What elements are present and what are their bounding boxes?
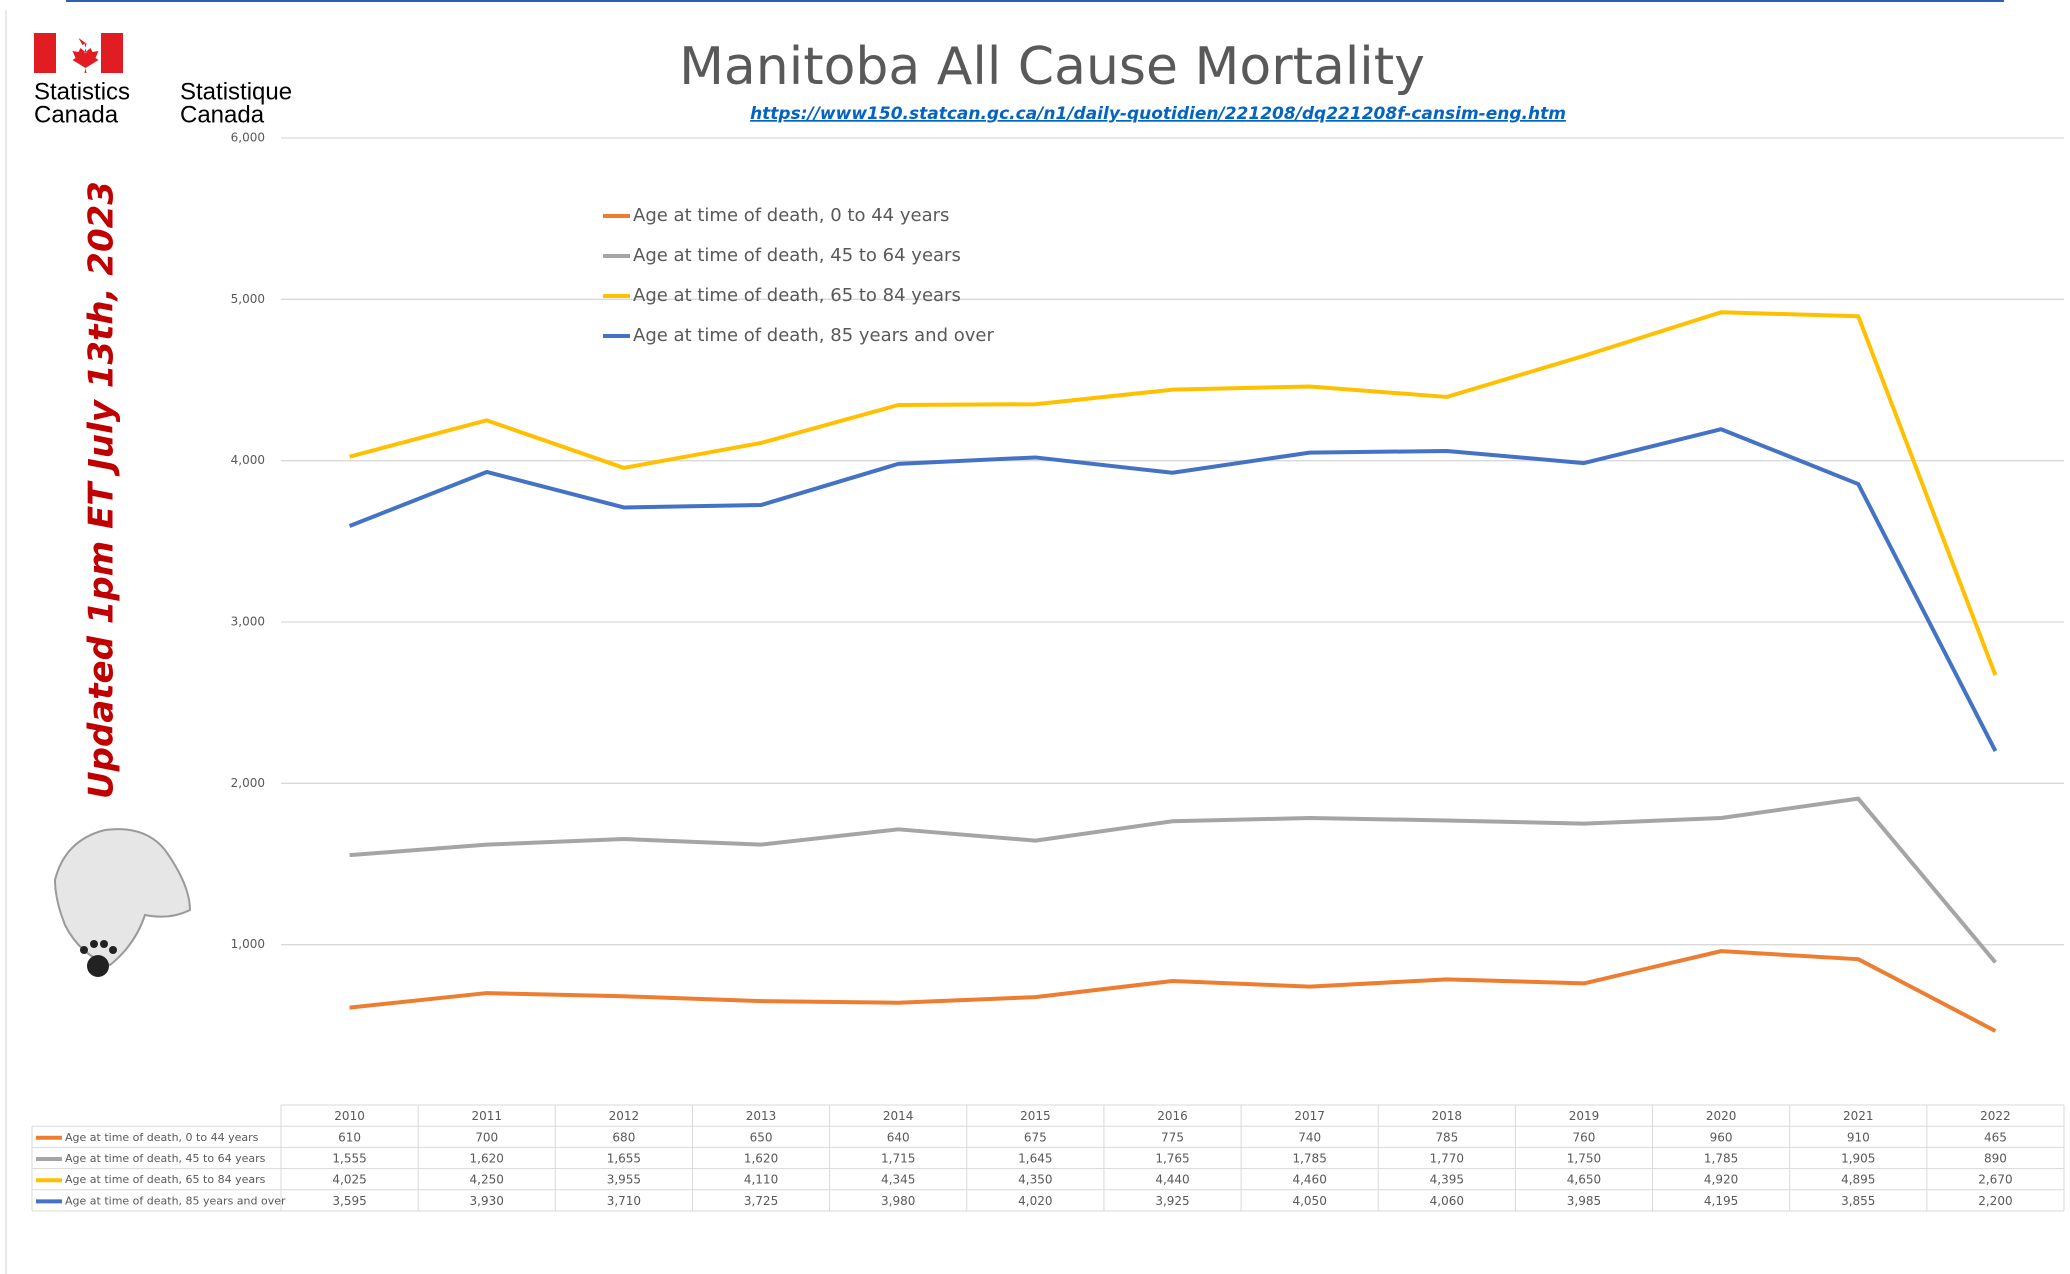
table-cell: 760 xyxy=(1573,1130,1596,1144)
legend-label: Age at time of death, 0 to 44 years xyxy=(633,205,949,226)
chart: Statistics Canada Statistique Canada Man… xyxy=(0,0,2070,1274)
table-cell: 3,725 xyxy=(744,1194,778,1208)
table-cell: 4,920 xyxy=(1704,1173,1738,1187)
source-link[interactable]: https://www150.statcan.gc.ca/n1/daily-qu… xyxy=(750,104,1566,124)
table-cell: 2,200 xyxy=(1978,1194,2012,1208)
y-tick-label: 4,000 xyxy=(231,453,265,467)
table-cell: 1,750 xyxy=(1567,1152,1601,1166)
table-row-label: Age at time of death, 85 years and over xyxy=(65,1194,286,1207)
table-cell: 3,985 xyxy=(1567,1194,1601,1208)
table-cell: 4,060 xyxy=(1430,1194,1464,1208)
x-tick-label: 2017 xyxy=(1294,1109,1325,1123)
y-tick-label: 3,000 xyxy=(231,615,265,629)
background xyxy=(0,0,2070,1274)
x-tick-label: 2013 xyxy=(746,1109,777,1123)
x-tick-label: 2019 xyxy=(1569,1109,1600,1123)
table-cell: 610 xyxy=(338,1130,361,1144)
table-cell: 4,195 xyxy=(1704,1194,1738,1208)
legend-label: Age at time of death, 45 to 64 years xyxy=(633,245,961,266)
table-cell: 785 xyxy=(1435,1130,1458,1144)
x-tick-label: 2016 xyxy=(1157,1109,1188,1123)
x-tick-label: 2021 xyxy=(1843,1109,1874,1123)
table-cell: 910 xyxy=(1847,1130,1870,1144)
table-cell: 1,765 xyxy=(1155,1152,1189,1166)
chart-title: Manitoba All Cause Mortality xyxy=(679,37,1425,97)
table-cell: 4,895 xyxy=(1841,1173,1875,1187)
table-cell: 680 xyxy=(612,1130,635,1144)
y-tick-label: 5,000 xyxy=(231,292,265,306)
table-cell: 1,555 xyxy=(332,1152,366,1166)
table-cell: 3,710 xyxy=(607,1194,641,1208)
table-cell: 4,110 xyxy=(744,1173,778,1187)
table-cell: 1,645 xyxy=(1018,1152,1052,1166)
table-cell: 4,395 xyxy=(1430,1173,1464,1187)
x-tick-label: 2020 xyxy=(1706,1109,1737,1123)
table-cell: 2,670 xyxy=(1978,1173,2012,1187)
table-row-label: Age at time of death, 45 to 64 years xyxy=(65,1152,266,1165)
table-cell: 4,050 xyxy=(1292,1194,1326,1208)
table-cell: 1,620 xyxy=(470,1152,504,1166)
table-cell: 740 xyxy=(1298,1130,1321,1144)
table-cell: 1,785 xyxy=(1704,1152,1738,1166)
table-cell: 465 xyxy=(1984,1130,2007,1144)
legend-label: Age at time of death, 85 years and over xyxy=(633,325,994,346)
x-tick-label: 2014 xyxy=(883,1109,914,1123)
table-cell: 4,460 xyxy=(1292,1173,1326,1187)
table-row-label: Age at time of death, 0 to 44 years xyxy=(65,1131,259,1144)
table-cell: 3,595 xyxy=(332,1194,366,1208)
x-tick-label: 2018 xyxy=(1432,1109,1463,1123)
table-cell: 4,250 xyxy=(470,1173,504,1187)
table-cell: 700 xyxy=(475,1130,498,1144)
logo-text: Canada xyxy=(180,101,265,128)
x-tick-label: 2012 xyxy=(609,1109,640,1123)
table-row-label: Age at time of death, 65 to 84 years xyxy=(65,1173,266,1186)
update-note: Updated 1pm ET July 13th, 2023 xyxy=(82,181,122,799)
logo-text: Canada xyxy=(34,101,119,128)
table-cell: 4,025 xyxy=(332,1173,366,1187)
table-cell: 4,440 xyxy=(1155,1173,1189,1187)
table-cell: 1,905 xyxy=(1841,1152,1875,1166)
table-cell: 4,650 xyxy=(1567,1173,1601,1187)
table-cell: 3,930 xyxy=(470,1194,504,1208)
x-tick-label: 2010 xyxy=(334,1109,365,1123)
table-cell: 3,980 xyxy=(881,1194,915,1208)
table-cell: 650 xyxy=(750,1130,773,1144)
table-cell: 640 xyxy=(887,1130,910,1144)
table-cell: 1,785 xyxy=(1292,1152,1326,1166)
x-tick-label: 2011 xyxy=(471,1109,502,1123)
legend-label: Age at time of death, 65 to 84 years xyxy=(633,285,961,306)
x-tick-label: 2015 xyxy=(1020,1109,1051,1123)
table-cell: 890 xyxy=(1984,1152,2007,1166)
table-cell: 3,925 xyxy=(1155,1194,1189,1208)
table-cell: 1,620 xyxy=(744,1152,778,1166)
table-cell: 1,715 xyxy=(881,1152,915,1166)
table-cell: 1,770 xyxy=(1430,1152,1464,1166)
table-cell: 775 xyxy=(1161,1130,1184,1144)
y-tick-label: 6,000 xyxy=(231,131,265,145)
table-cell: 960 xyxy=(1710,1130,1733,1144)
y-tick-label: 2,000 xyxy=(231,776,265,790)
table-cell: 4,345 xyxy=(881,1173,915,1187)
table-cell: 1,655 xyxy=(607,1152,641,1166)
table-cell: 3,855 xyxy=(1841,1194,1875,1208)
y-tick-label: 1,000 xyxy=(231,937,265,951)
table-cell: 4,350 xyxy=(1018,1173,1052,1187)
table-cell: 675 xyxy=(1024,1130,1047,1144)
table-cell: 3,955 xyxy=(607,1173,641,1187)
x-tick-label: 2022 xyxy=(1980,1109,2011,1123)
table-cell: 4,020 xyxy=(1018,1194,1052,1208)
